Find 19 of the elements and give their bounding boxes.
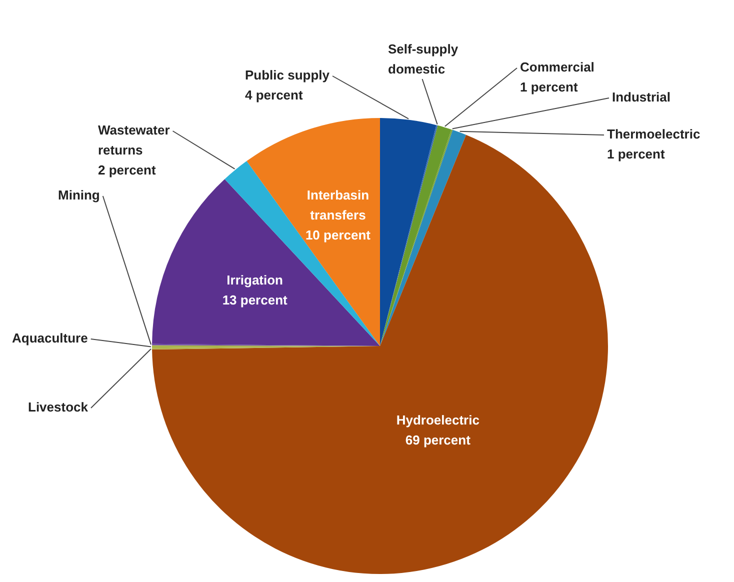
data-label: 2 percent <box>98 162 156 178</box>
slice-label: Livestock <box>28 400 89 415</box>
slice-label: Wastewater returns <box>98 122 170 158</box>
data-label: 4 percent <box>245 88 304 103</box>
data-label: 13 percent <box>222 292 288 308</box>
slice-label: Irrigation <box>226 272 284 288</box>
slice-label: Aquaculture <box>12 330 88 346</box>
slice-label: Self-supply domestic <box>388 42 459 77</box>
data-label: 10 percent <box>305 227 372 242</box>
data-label: 69 percent <box>405 432 472 448</box>
slice-label: Industrial <box>612 90 671 105</box>
slice-label: Interbasin transfers <box>306 187 370 222</box>
slice-label: Commercial <box>520 60 594 75</box>
slice-label: Thermoelectric <box>607 126 700 142</box>
data-label: 1 percent <box>520 80 578 95</box>
slice-label: Mining <box>58 188 100 203</box>
data-label: 1 percent <box>607 146 666 162</box>
slice-label: Hydroelectric <box>396 412 480 428</box>
slice-label: Public supply <box>245 68 330 83</box>
